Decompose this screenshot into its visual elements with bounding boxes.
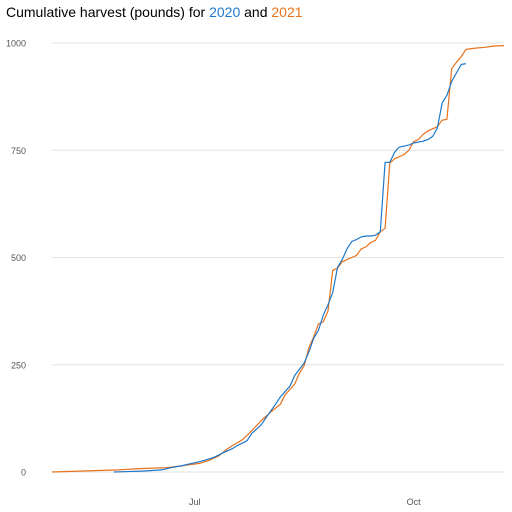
y-tick-label: 750	[11, 146, 26, 156]
series-line-2021	[51, 45, 505, 473]
x-tick-label: Jul	[189, 497, 201, 507]
chart-title: Cumulative harvest (pounds) for 2020 and…	[6, 4, 303, 20]
title-part: and	[240, 4, 272, 20]
y-tick-label: 1000	[6, 39, 26, 49]
y-tick-label: 250	[11, 360, 26, 370]
title-part-2020: 2020	[209, 4, 241, 20]
title-part: Cumulative harvest (pounds) for	[6, 4, 210, 20]
y-tick-label: 500	[11, 253, 26, 263]
x-tick-label: Oct	[407, 497, 422, 507]
title-part-2021: 2021	[271, 4, 303, 20]
y-tick-label: 0	[21, 468, 26, 478]
series-line-2020	[113, 63, 467, 473]
